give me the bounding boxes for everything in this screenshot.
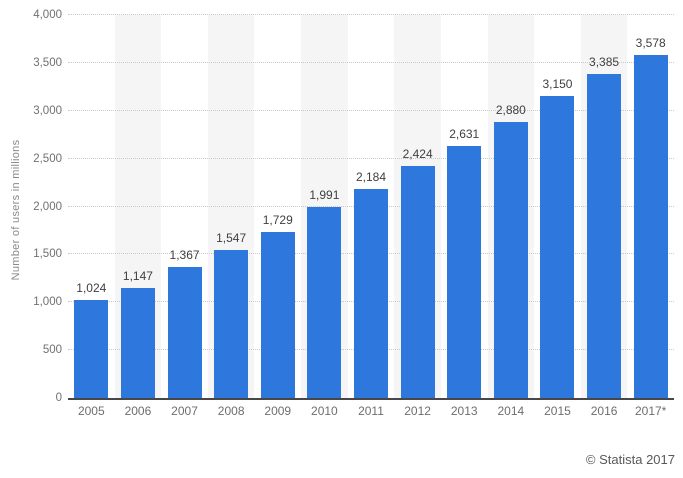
gridline <box>68 109 674 111</box>
y-tick-label: 3,500 <box>33 56 62 69</box>
bar-value-label: 2,880 <box>495 103 526 118</box>
bar-value-label: 1,547 <box>216 230 247 245</box>
bar-value-label: 1,991 <box>309 188 340 203</box>
x-tick-label: 2015 <box>544 404 571 418</box>
bar-2012[interactable] <box>400 165 435 398</box>
bar-2014[interactable] <box>493 122 528 398</box>
bar-2005[interactable] <box>74 299 109 398</box>
x-tick-label: 2009 <box>264 404 292 418</box>
bar-value-label: 2,424 <box>402 146 433 161</box>
y-tick-label: 0 <box>55 392 62 404</box>
y-tick-label: 1,000 <box>33 296 62 309</box>
bar-value-label: 1,024 <box>76 280 107 295</box>
x-tick-label: 2016 <box>590 404 618 418</box>
bar-value-label: 3,385 <box>589 54 620 69</box>
x-axis: 2005 2006 2007 2008 2009 2010 2011 2012 2013 2014… <box>68 404 674 420</box>
x-tick-label: 2011 <box>358 404 384 418</box>
y-tick-label: 500 <box>42 344 62 357</box>
bar-value-label: 3,578 <box>635 36 666 51</box>
bar-2016[interactable] <box>587 73 622 398</box>
bar-value-label: 1,729 <box>262 213 293 228</box>
bar-value-label: 2,631 <box>449 127 480 142</box>
x-tick-label: 2017* <box>634 404 667 418</box>
x-tick-label: 2006 <box>124 404 152 418</box>
y-axis: 0 500 1,000 1,500 2,000 2,500 3,000 3,500 4,000 <box>0 9 62 404</box>
copyright-notice: © Statista 2017 <box>585 452 675 467</box>
bar-2011[interactable] <box>354 188 388 398</box>
x-tick-label: 2008 <box>217 404 245 418</box>
bar-2007[interactable] <box>167 267 202 398</box>
y-tick-label: 2,500 <box>33 152 62 165</box>
bar-2013[interactable] <box>447 146 482 398</box>
bar-2015[interactable] <box>540 96 575 398</box>
y-tick-label: 4,000 <box>33 9 62 21</box>
x-tick-label: 2014 <box>497 404 525 418</box>
x-tick-label: 2013 <box>450 404 478 418</box>
bar-2017[interactable] <box>633 55 668 398</box>
bar-2008[interactable] <box>214 249 249 398</box>
bar-value-label: 2,184 <box>355 169 387 184</box>
x-tick-label: 2012 <box>404 404 431 418</box>
gridline <box>68 14 674 15</box>
bar-2006[interactable] <box>120 288 155 398</box>
x-tick-label: 2005 <box>77 404 105 418</box>
x-tick-label: 2007 <box>171 404 198 418</box>
gridline <box>68 61 674 63</box>
y-tick-label: 1,500 <box>33 248 62 261</box>
gridline <box>68 157 674 159</box>
bar-value-label: 1,147 <box>122 269 153 284</box>
plot-area: 1,024 1,147 1,367 1,547 1,729 1,991 2,184 2,424… <box>68 14 674 400</box>
bar-2010[interactable] <box>307 207 342 398</box>
x-tick-label: 2010 <box>311 404 338 418</box>
y-tick-label: 3,000 <box>33 104 62 117</box>
bar-value-label: 3,150 <box>542 77 573 92</box>
bar-value-label: 1,367 <box>169 248 200 263</box>
bar-2009[interactable] <box>260 232 295 398</box>
y-tick-label: 2,000 <box>33 200 62 213</box>
